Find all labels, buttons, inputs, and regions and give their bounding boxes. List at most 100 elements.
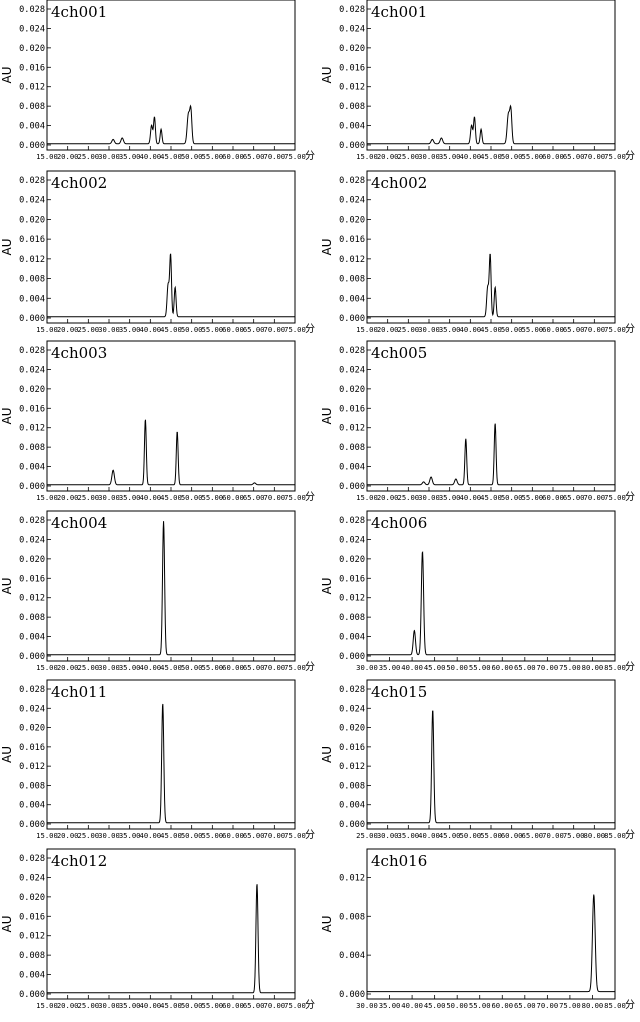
y-tick-label: 0.024 — [339, 24, 365, 34]
y-tick-label: 0.020 — [339, 555, 365, 565]
x-tick-label: 25.00 — [78, 1001, 100, 1010]
y-axis-label: AU — [320, 408, 334, 425]
x-tick-label: 15.00 — [36, 831, 58, 840]
y-tick-label: 0.020 — [19, 215, 45, 225]
chart-title: 4ch011 — [51, 683, 107, 701]
x-tick-label: 30.00 — [418, 325, 440, 334]
x-tick-label: 45.00 — [480, 493, 502, 502]
y-tick-label: 0.028 — [19, 516, 45, 526]
y-tick-label: 0.000 — [339, 141, 365, 151]
y-tick-label: 0.012 — [339, 873, 365, 883]
x-tick-label: 70.00 — [542, 831, 564, 840]
x-tick-label: 30.00 — [356, 663, 378, 672]
x-tick-label: 40.00 — [140, 663, 162, 672]
y-tick-label: 0.012 — [19, 932, 45, 942]
x-tick-label: 60.00 — [222, 663, 244, 672]
x-tick-label: 50.00 — [181, 493, 203, 502]
x-unit-label: 分 — [305, 150, 315, 162]
chart-12: 4ch016 AU 0.000 0.004 0.008 0.012 30.00 35.00 40… — [320, 848, 635, 1011]
x-tick-label: 35.00 — [398, 831, 420, 840]
y-tick-label: 0.008 — [19, 781, 45, 791]
chart-11: 4ch012 AU 0.000 0.004 0.008 0.012 0.016 0.020 0.… — [0, 848, 315, 1011]
plot-frame — [46, 0, 296, 151]
x-tick-label: 65.00 — [243, 325, 265, 334]
x-tick-label: 55.00 — [202, 152, 224, 161]
x-unit-label: 分 — [625, 491, 635, 503]
y-axis-label: AU — [320, 239, 334, 256]
y-tick-label: 0.012 — [339, 424, 365, 434]
y-tick-label: 0.000 — [19, 652, 45, 662]
chart-title: 4ch005 — [371, 344, 427, 362]
y-tick-label: 0.020 — [339, 215, 365, 225]
x-tick-label: 45.00 — [480, 152, 502, 161]
chart-4: 4ch002 AU 0.000 0.004 0.008 0.012 0.016 0.020 0.… — [320, 170, 635, 335]
y-tick-label: 0.016 — [19, 743, 45, 753]
y-axis-label: AU — [0, 67, 14, 84]
plot-frame — [366, 170, 616, 324]
x-tick-label: 15.00 — [356, 152, 378, 161]
chromatogram-trace — [47, 104, 295, 145]
x-tick-label: 65.00 — [563, 152, 585, 161]
x-tick-label: 70.00 — [537, 1001, 559, 1010]
x-tick-label: 70.00 — [584, 325, 606, 334]
y-axis-label: AU — [0, 239, 14, 256]
x-tick-label: 25.00 — [398, 152, 420, 161]
y-tick-label: 0.008 — [339, 275, 365, 285]
y-tick-label: 0.004 — [339, 951, 365, 961]
y-axis-label: AU — [0, 916, 14, 933]
x-tick-label: 30.00 — [98, 1001, 120, 1010]
y-tick-label: 0.020 — [339, 724, 365, 734]
x-tick-label: 20.00 — [57, 152, 79, 161]
y-tick-label: 0.000 — [19, 482, 45, 492]
y-tick-label: 0.028 — [19, 346, 45, 356]
x-tick-label: 55.00 — [522, 325, 544, 334]
y-tick-label: 0.024 — [339, 365, 365, 375]
y-tick-label: 0.008 — [19, 275, 45, 285]
y-tick-label: 0.008 — [339, 613, 365, 623]
x-tick-label: 35.00 — [439, 152, 461, 161]
y-tick-label: 0.012 — [339, 762, 365, 772]
y-tick-label: 0.024 — [339, 535, 365, 545]
y-tick-label: 0.012 — [339, 594, 365, 604]
x-tick-label: 65.00 — [243, 831, 265, 840]
y-tick-label: 0.020 — [339, 44, 365, 54]
x-tick-label: 50.00 — [181, 1001, 203, 1010]
plot-frame — [366, 848, 616, 1000]
x-tick-label: 50.00 — [446, 1001, 468, 1010]
x-tick-label: 35.00 — [119, 1001, 141, 1010]
x-tick-label: 80.00 — [584, 831, 606, 840]
y-tick-label: 0.024 — [19, 535, 45, 545]
x-tick-label: 15.00 — [36, 1001, 58, 1010]
x-tick-label: 35.00 — [119, 152, 141, 161]
chart-9: 4ch011 AU 0.000 0.004 0.008 0.012 0.016 0.020 0.… — [0, 679, 315, 841]
y-tick-label: 0.020 — [339, 385, 365, 395]
y-tick-label: 0.024 — [339, 704, 365, 714]
y-tick-label: 0.000 — [19, 141, 45, 151]
y-tick-label: 0.016 — [339, 235, 365, 245]
x-tick-label: 85.00 — [604, 831, 626, 840]
y-tick-label: 0.024 — [19, 704, 45, 714]
x-tick-label: 60.00 — [222, 152, 244, 161]
x-tick-label: 20.00 — [57, 663, 79, 672]
y-tick-label: 0.016 — [339, 574, 365, 584]
x-tick-label: 35.00 — [439, 493, 461, 502]
x-tick-label: 50.00 — [446, 663, 468, 672]
x-tick-label: 85.00 — [604, 1001, 626, 1010]
y-tick-label: 0.012 — [19, 424, 45, 434]
x-tick-label: 45.00 — [160, 152, 182, 161]
x-tick-label: 40.00 — [460, 493, 482, 502]
x-tick-label: 15.00 — [36, 663, 58, 672]
x-tick-label: 25.00 — [356, 831, 378, 840]
x-tick-label: 40.00 — [460, 152, 482, 161]
x-tick-label: 40.00 — [418, 831, 440, 840]
chart-8: 4ch006 AU 0.000 0.004 0.008 0.012 0.016 0.020 0.… — [320, 510, 635, 673]
x-tick-label: 25.00 — [398, 325, 420, 334]
x-tick-label: 45.00 — [160, 831, 182, 840]
chart-7: 4ch004 AU 0.000 0.004 0.008 0.012 0.016 0.020 0.… — [0, 510, 315, 673]
chart-title: 4ch003 — [51, 344, 107, 362]
chromatogram-trace — [47, 521, 295, 656]
plot-frame — [46, 340, 296, 492]
x-unit-label: 分 — [305, 323, 315, 335]
y-tick-label: 0.012 — [19, 255, 45, 265]
y-tick-label: 0.000 — [339, 820, 365, 830]
